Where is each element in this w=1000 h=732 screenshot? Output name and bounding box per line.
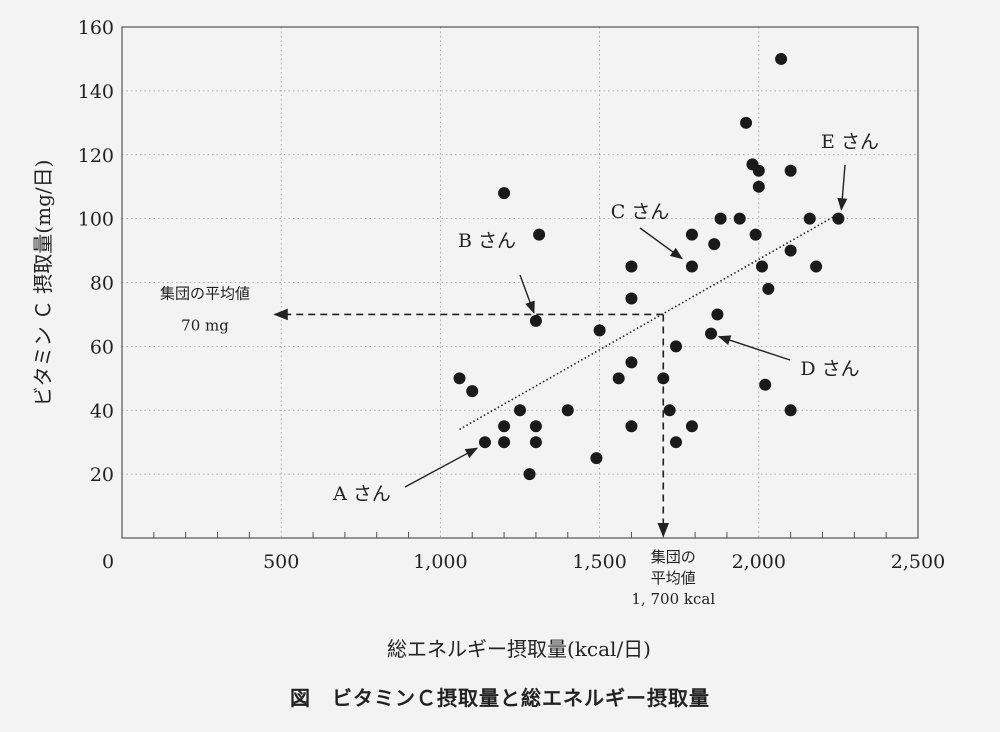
data-point bbox=[803, 212, 816, 225]
mean-x-label-line1: 集団の bbox=[651, 548, 696, 566]
data-point bbox=[755, 260, 768, 273]
annotation-label: A さん bbox=[332, 483, 391, 505]
data-point bbox=[749, 228, 762, 241]
data-point bbox=[711, 308, 724, 321]
data-point bbox=[685, 420, 698, 433]
data-points bbox=[453, 52, 845, 481]
data-point bbox=[498, 420, 511, 433]
data-point bbox=[685, 260, 698, 273]
y-tick-label: 160 bbox=[78, 17, 114, 39]
data-point bbox=[529, 436, 542, 449]
mean-x-label-line3: 1, 700 kcal bbox=[631, 590, 715, 608]
data-point bbox=[625, 356, 638, 369]
data-point bbox=[625, 292, 638, 305]
y-tick-label: 40 bbox=[90, 400, 114, 422]
plot-frame bbox=[121, 26, 919, 539]
x-axis-label: 総エネルギー摂取量(kcal/日) bbox=[387, 637, 651, 661]
data-point bbox=[708, 238, 721, 251]
data-point bbox=[714, 212, 727, 225]
annotation-label: D さん bbox=[800, 358, 859, 380]
data-point bbox=[657, 372, 670, 385]
y-tick-label: 80 bbox=[90, 273, 114, 295]
y-tick-label: 100 bbox=[78, 209, 114, 231]
data-point bbox=[466, 385, 479, 398]
annotation-label: E さん bbox=[821, 131, 879, 153]
data-point bbox=[740, 116, 753, 129]
data-point bbox=[514, 404, 526, 417]
data-point bbox=[752, 164, 765, 177]
data-point bbox=[832, 212, 845, 225]
mean-y-label-line2: 70 mg bbox=[181, 316, 229, 334]
data-point bbox=[612, 372, 625, 385]
annotation-arrow bbox=[717, 335, 791, 361]
data-point bbox=[478, 436, 491, 449]
mean-x-label-line2: 平均値 bbox=[651, 569, 696, 587]
annotation-arrow bbox=[404, 447, 479, 488]
data-point bbox=[784, 244, 797, 257]
annotation-label: C さん bbox=[611, 201, 670, 223]
data-point bbox=[498, 436, 511, 449]
data-point bbox=[705, 327, 718, 340]
y-axis-label: ビタミン Ｃ 摂取量(mg/日) bbox=[31, 160, 55, 407]
mean-y-label-line1: 集団の平均値 bbox=[160, 284, 250, 302]
figure-caption: 図 ビタミンＣ摂取量と総エネルギー摂取量 bbox=[290, 686, 710, 710]
y-tick-label: 140 bbox=[78, 81, 114, 103]
y-tick-label: 120 bbox=[78, 145, 114, 167]
trend-line-group bbox=[459, 211, 842, 431]
x-tick-label: 500 bbox=[263, 551, 299, 573]
data-point bbox=[529, 314, 542, 327]
annotations: A さん B さん C さん D さん E さん bbox=[332, 131, 879, 505]
data-point bbox=[784, 404, 797, 417]
y-tick-label: 60 bbox=[90, 336, 114, 358]
axes bbox=[121, 26, 919, 539]
data-point bbox=[663, 404, 676, 417]
annotation-label: B さん bbox=[458, 230, 516, 252]
x-tick-label: 2,500 bbox=[891, 551, 945, 573]
data-point bbox=[625, 260, 638, 273]
data-point bbox=[762, 282, 775, 295]
data-point bbox=[759, 378, 772, 391]
data-point bbox=[752, 180, 765, 193]
data-point bbox=[498, 187, 511, 200]
tick-labels: 20 40 60 80 100 120 140 160 0 500 1,000 1,500 2,000 2… bbox=[78, 17, 945, 573]
y-tick-label: 20 bbox=[90, 464, 114, 486]
grid-lines bbox=[122, 27, 918, 538]
data-point bbox=[453, 372, 466, 385]
data-point bbox=[733, 212, 746, 225]
x-tick-label: 1,000 bbox=[413, 551, 467, 573]
data-point bbox=[529, 420, 542, 433]
trend-line bbox=[459, 211, 842, 431]
data-point bbox=[784, 164, 797, 177]
data-point bbox=[670, 436, 683, 449]
data-point bbox=[593, 324, 606, 337]
annotation-arrow bbox=[519, 274, 535, 315]
x-tick-label: 0 bbox=[102, 551, 114, 573]
x-tick-label: 1,500 bbox=[572, 551, 626, 573]
data-point bbox=[685, 228, 698, 241]
data-point bbox=[590, 452, 603, 465]
data-point bbox=[625, 420, 638, 433]
data-point bbox=[523, 468, 536, 481]
data-point bbox=[561, 404, 574, 417]
data-point bbox=[775, 52, 788, 65]
annotation-arrow bbox=[639, 227, 683, 260]
data-point bbox=[810, 260, 823, 273]
data-point bbox=[533, 228, 546, 241]
annotation-arrow bbox=[837, 164, 848, 211]
data-point bbox=[670, 340, 683, 353]
x-tick-label: 2,000 bbox=[732, 551, 786, 573]
